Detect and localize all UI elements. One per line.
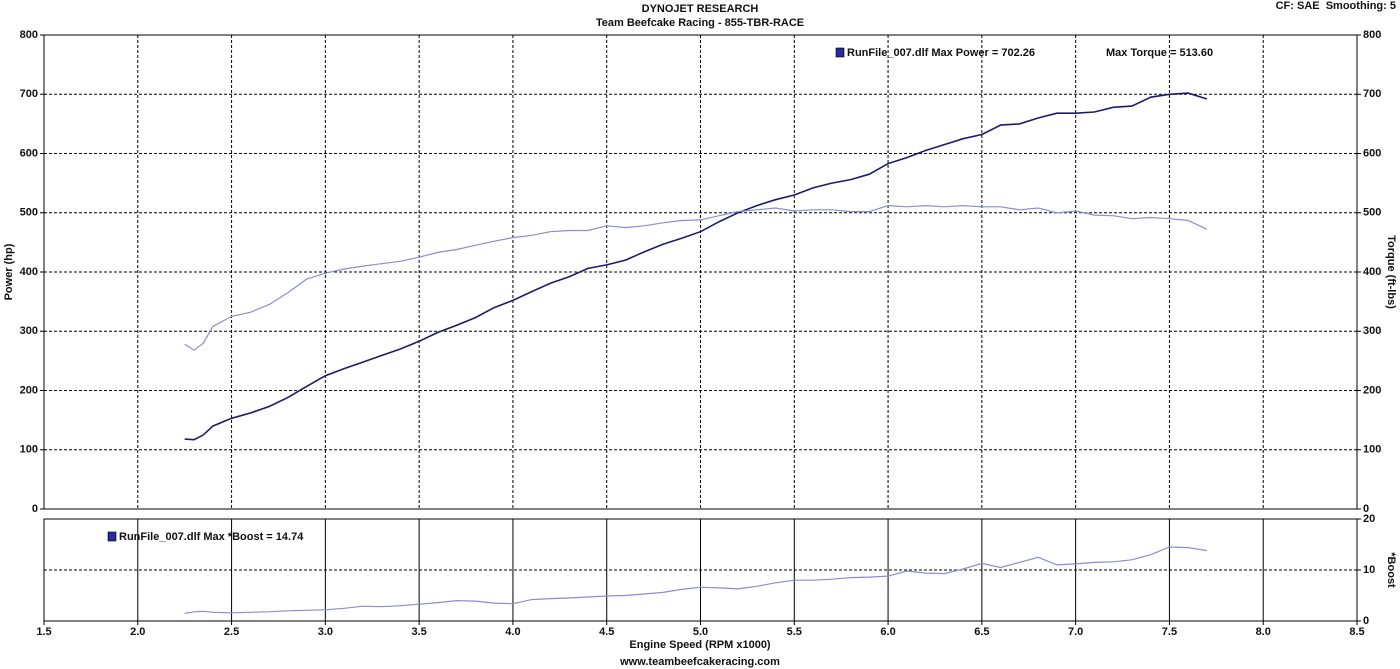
y2-tick-label: 700 bbox=[1363, 88, 1381, 100]
y-tick-label: 300 bbox=[20, 325, 38, 337]
y2-tick-label: 800 bbox=[1363, 29, 1381, 41]
legend-label: RunFile_007.dlf Max *Boost = 14.74 bbox=[119, 531, 304, 543]
y2-tick-label: 0 bbox=[1363, 615, 1369, 627]
y2-tick-label: 0 bbox=[1363, 503, 1369, 515]
y2-tick-label: 200 bbox=[1363, 384, 1381, 396]
series-line bbox=[184, 546, 1207, 614]
y2-tick-label: 20 bbox=[1363, 513, 1375, 525]
legend-swatch bbox=[835, 47, 845, 58]
y-tick-label: 800 bbox=[20, 29, 38, 41]
y2-tick-label: 100 bbox=[1363, 444, 1381, 456]
chart-title: DYNOJET RESEARCH bbox=[642, 3, 759, 15]
legend-label: RunFile_007.dlf Max Power = 702.26 bbox=[847, 47, 1035, 59]
x-tick-label: 6.0 bbox=[880, 626, 895, 638]
legend-swatch bbox=[107, 531, 117, 542]
x-tick-label: 2.5 bbox=[224, 626, 239, 638]
x-tick-label: 5.5 bbox=[787, 626, 802, 638]
x-axis-label: Engine Speed (RPM x1000) bbox=[629, 639, 771, 651]
x-tick-label: 8.5 bbox=[1349, 626, 1364, 638]
x-tick-label: 7.0 bbox=[1068, 626, 1083, 638]
y2-tick-label: 600 bbox=[1363, 147, 1381, 159]
x-tick-label: 6.5 bbox=[974, 626, 989, 638]
y-tick-label: 0 bbox=[32, 503, 38, 515]
y2-tick-label: 500 bbox=[1363, 207, 1381, 219]
boost-axis-label: *Boost bbox=[1385, 552, 1397, 588]
y-tick-label: 100 bbox=[20, 444, 38, 456]
x-tick-label: 5.0 bbox=[693, 626, 708, 638]
y-axis-label: Power (hp) bbox=[3, 243, 15, 300]
chart-subtitle: Team Beefcake Racing - 855-TBR-RACE bbox=[596, 17, 804, 29]
y-tick-label: 700 bbox=[20, 88, 38, 100]
x-tick-label: 4.5 bbox=[599, 626, 614, 638]
legend-label: Max Torque = 513.60 bbox=[1106, 47, 1213, 59]
y-tick-label: 500 bbox=[20, 207, 38, 219]
x-tick-label: 4.0 bbox=[505, 626, 520, 638]
x-tick-label: 2.0 bbox=[130, 626, 145, 638]
y2-axis-label: Torque (ft-lbs) bbox=[1385, 235, 1397, 309]
y-tick-label: 400 bbox=[20, 266, 38, 278]
y2-tick-label: 300 bbox=[1363, 325, 1381, 337]
series-line bbox=[184, 204, 1208, 351]
x-tick-label: 3.5 bbox=[411, 626, 426, 638]
y-tick-label: 200 bbox=[20, 384, 38, 396]
x-tick-label: 7.5 bbox=[1162, 626, 1177, 638]
series-line bbox=[184, 92, 1208, 441]
x-tick-label: 1.5 bbox=[36, 626, 51, 638]
y2-tick-label: 400 bbox=[1363, 266, 1381, 278]
y2-tick-label: 10 bbox=[1363, 564, 1375, 576]
y-tick-label: 600 bbox=[20, 147, 38, 159]
footer: www.teambeefcakeracing.com bbox=[619, 656, 780, 668]
x-tick-label: 8.0 bbox=[1256, 626, 1271, 638]
x-tick-label: 3.0 bbox=[318, 626, 333, 638]
settings-note: CF: SAE Smoothing: 5 bbox=[1276, 0, 1396, 12]
